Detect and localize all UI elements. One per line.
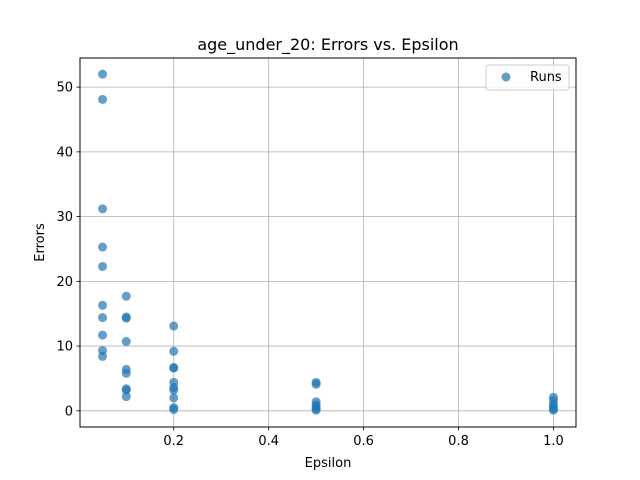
data-point (98, 94, 108, 104)
x-tick-label: 0.4 (258, 434, 279, 449)
y-tick-label: 10 (56, 340, 73, 355)
data-point (98, 351, 108, 361)
y-tick-label: 20 (56, 275, 73, 290)
data-point (169, 346, 179, 356)
plot-frame (79, 57, 577, 428)
data-point (169, 363, 179, 373)
x-tick-label: 1.0 (543, 434, 564, 449)
y-axis-label: Errors (33, 223, 48, 262)
data-point (121, 385, 131, 395)
legend-marker-icon (501, 72, 511, 82)
data-point (121, 313, 131, 323)
data-point (169, 385, 179, 395)
x-tick-label: 0.6 (353, 434, 374, 449)
data-point (311, 379, 321, 389)
y-tick-label: 40 (56, 145, 73, 160)
x-axis-label: Epsilon (305, 456, 352, 471)
data-point (98, 300, 108, 310)
data-point (169, 321, 179, 331)
y-tick-label: 50 (56, 81, 73, 96)
y-tick-label: 30 (56, 210, 73, 225)
x-tick-label: 0.2 (163, 434, 184, 449)
data-point (169, 393, 179, 403)
chart-title: age_under_20: Errors vs. Epsilon (197, 35, 458, 55)
grid (80, 58, 576, 427)
data-point (98, 261, 108, 271)
data-point (548, 405, 558, 415)
data-point (169, 405, 179, 415)
data-point (121, 291, 131, 301)
data-point (98, 204, 108, 214)
axis-ticks: 0.2 0.4 0.6 0.8 1.0 0 10 20 30 40 50 (56, 81, 563, 449)
data-point (98, 69, 108, 79)
data-point (121, 392, 131, 402)
legend: Runs (485, 64, 570, 91)
data-points (98, 69, 558, 415)
data-point (121, 368, 131, 378)
data-point (98, 242, 108, 252)
data-point (121, 337, 131, 347)
data-point (98, 330, 108, 340)
y-tick-label: 0 (65, 404, 73, 419)
legend-label: Runs (530, 70, 562, 85)
data-point (311, 405, 321, 415)
data-point (98, 313, 108, 323)
legend-box (485, 64, 570, 91)
x-tick-label: 0.8 (448, 434, 469, 449)
